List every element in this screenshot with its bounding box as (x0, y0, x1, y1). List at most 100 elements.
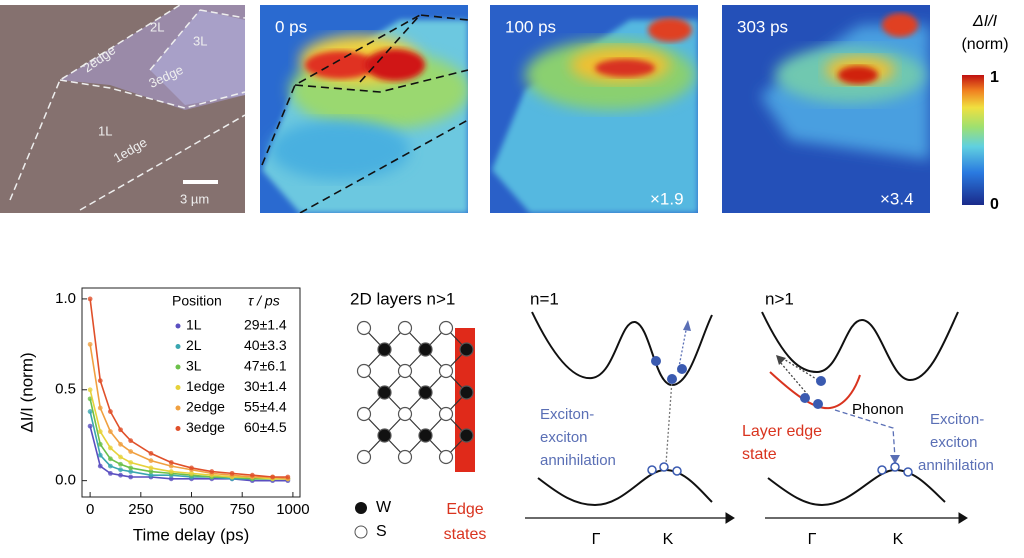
axis-label: Γ (808, 531, 817, 548)
legend-header: Position (172, 293, 222, 309)
atom (377, 428, 392, 443)
x-tick-label: 1000 (276, 501, 309, 518)
atom (459, 342, 474, 357)
atom (397, 406, 413, 422)
data-point (128, 449, 134, 454)
lattice-diagram: 2D layers n>1 W S Edge states (350, 289, 486, 543)
atom (418, 342, 433, 357)
atom (377, 342, 392, 357)
annotation: exciton (930, 434, 978, 451)
map-time: 100 ps (505, 17, 556, 36)
annotation: Exciton- (540, 406, 594, 423)
data-point (87, 387, 93, 393)
phonon-label: Phonon (852, 401, 904, 418)
data-point (87, 341, 93, 347)
axis-label: Γ (592, 531, 601, 548)
atom (418, 385, 433, 400)
plot-frame (81, 287, 301, 498)
data-point (118, 427, 123, 433)
atom (356, 320, 372, 336)
y-tick-label: 0.0 (55, 472, 76, 489)
legend-tau: 47±6.1 (244, 358, 287, 374)
data-point (107, 463, 113, 469)
y-tick-label: 1.0 (55, 290, 76, 307)
band-title: n=1 (530, 289, 559, 308)
edge-state-label: state (742, 446, 777, 463)
data-point (118, 461, 123, 467)
legend-label: 1L (186, 317, 202, 333)
data-point (97, 378, 103, 384)
data-point (168, 469, 174, 474)
x-tick-label: 0 (86, 501, 94, 518)
data-point (97, 441, 103, 447)
legend-marker (175, 426, 181, 431)
band-n1 (525, 311, 735, 524)
region-label: 3L (193, 33, 207, 48)
map-100ps (490, 5, 698, 213)
band-title: n>1 (765, 289, 794, 308)
scale-label: 3 µm (180, 191, 209, 206)
legend-s: S (376, 523, 387, 540)
data-point (128, 438, 134, 444)
data-point (285, 474, 291, 480)
data-point (148, 458, 154, 464)
data-point (107, 470, 113, 476)
lattice-title: 2D layers n>1 (350, 289, 455, 308)
legend-marker (175, 364, 181, 370)
x-tick-label: 500 (179, 501, 204, 518)
data-point (168, 476, 174, 482)
data-point (87, 296, 93, 302)
legend-marker (175, 385, 181, 390)
data-point (107, 445, 113, 451)
legend-label: 3edge (186, 419, 225, 435)
map-factor: ×3.4 (880, 189, 914, 208)
annotation: exciton (540, 429, 588, 446)
data-point (107, 409, 113, 414)
legend-tau: 55±4.4 (244, 399, 287, 415)
edge-label: states (444, 526, 487, 543)
data-point (118, 467, 123, 473)
annotation: annihilation (540, 452, 616, 469)
atom (397, 449, 413, 465)
atom (438, 363, 454, 379)
colorbar-unit: (norm) (961, 36, 1008, 53)
data-point (148, 465, 154, 471)
map-303ps (722, 5, 930, 213)
atom (397, 363, 413, 379)
atom (438, 449, 454, 465)
data-point (148, 469, 154, 474)
colorbar-title: ΔI/I (972, 13, 998, 30)
data-point (118, 472, 123, 478)
data-point (97, 405, 103, 411)
data-point (118, 454, 123, 460)
legend-header: τ / ps (248, 293, 280, 309)
legend-label: 3L (186, 358, 202, 374)
optical-image: 2L 3L 2edge 3edge 1L 1edge 3 µm (0, 4, 246, 213)
annotation: Exciton- (930, 411, 984, 428)
edge-label: Edge (446, 501, 483, 518)
atom (377, 385, 392, 400)
annotation: annihilation (918, 457, 994, 474)
colorbar-max: 1 (990, 69, 999, 86)
band-n2 (761, 311, 968, 524)
map-time: 0 ps (275, 17, 307, 36)
legend-label: 1edge (186, 378, 225, 394)
data-point (87, 409, 93, 414)
data-point (97, 452, 103, 458)
x-tick-label: 250 (128, 501, 153, 518)
atom (397, 320, 413, 336)
legend-label: 2edge (186, 399, 225, 415)
data-point (189, 465, 194, 471)
atom (459, 385, 474, 400)
data-point (189, 470, 194, 476)
legend-tau: 29±1.4 (244, 317, 287, 333)
decay-chart: 0.0 0.5 1.0 0 250 500 750 1000 Time delay (ps) ΔI… (17, 287, 310, 544)
y-axis-label: ΔI/I (norm) (17, 352, 36, 432)
data-point (128, 474, 134, 480)
data-point (270, 474, 276, 480)
data-point (118, 441, 123, 447)
data-point (128, 469, 134, 474)
legend-label: 2L (186, 337, 202, 353)
data-point (128, 460, 134, 465)
